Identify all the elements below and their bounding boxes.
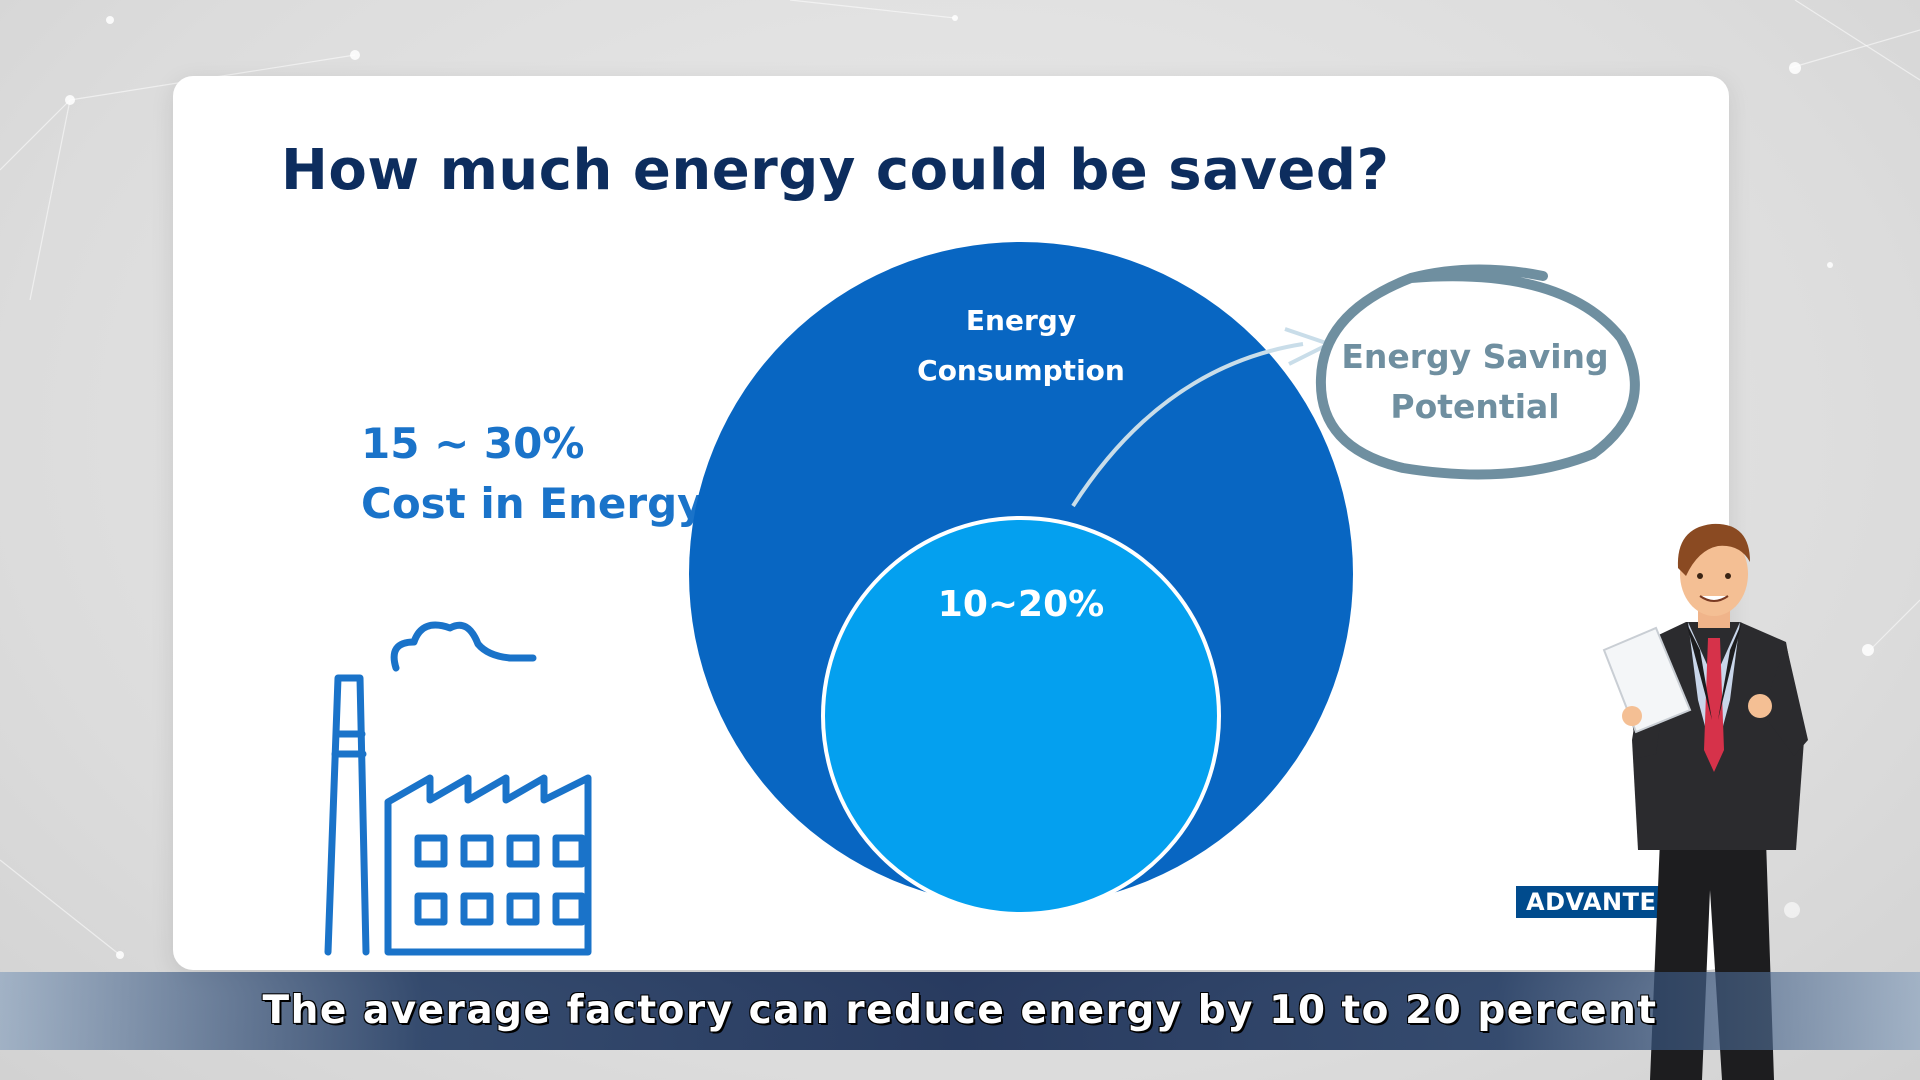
outer-label-line2: Consumption bbox=[917, 354, 1125, 387]
stat-caption: Cost in Energy bbox=[361, 479, 705, 528]
stat-percentage: 15 ~ 30% bbox=[361, 419, 585, 468]
callout-ellipse bbox=[1315, 264, 1640, 480]
energy-cost-stat: 15 ~ 30% Cost in Energy bbox=[361, 414, 705, 534]
callout-arrow bbox=[1071, 342, 1304, 508]
callout-label-line1: Energy Saving bbox=[1341, 337, 1608, 376]
subtitle-band bbox=[0, 972, 1920, 1050]
subtitle-caption: The average factory can reduce energy by… bbox=[262, 988, 1658, 1033]
outer-label-line1: Energy bbox=[966, 304, 1076, 337]
saving-potential-circle bbox=[821, 516, 1221, 916]
energy-diagram: Energy Consumption 10~20% Energy Saving … bbox=[689, 242, 1640, 916]
callout-label-line2: Potential bbox=[1390, 387, 1559, 426]
inner-percentage-label: 10~20% bbox=[938, 584, 1104, 625]
slide-card: How much energy could be saved? 15 ~ 30%… bbox=[173, 76, 1729, 970]
factory-icon bbox=[324, 621, 592, 956]
slide-title: How much energy could be saved? bbox=[281, 138, 1390, 203]
